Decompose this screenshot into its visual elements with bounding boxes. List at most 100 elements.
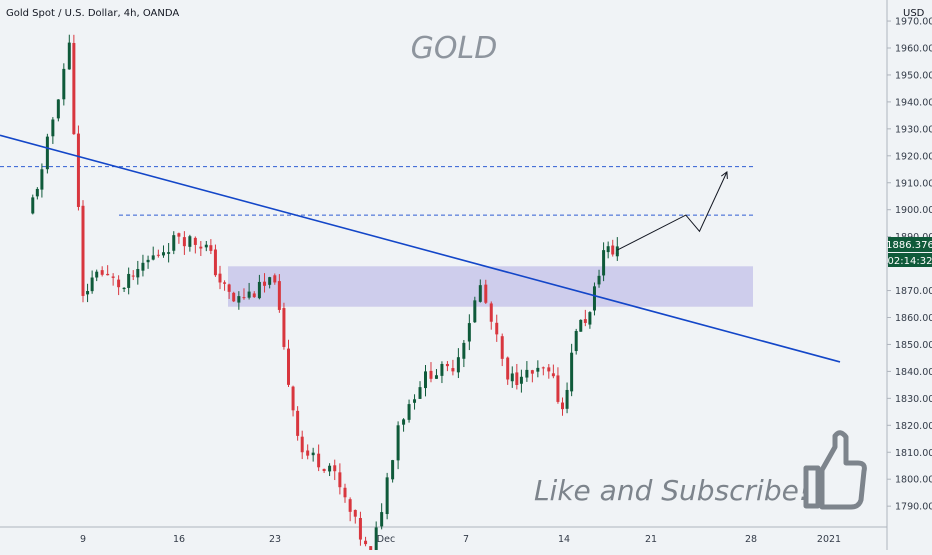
candle-body bbox=[570, 352, 574, 392]
y-tick-label: 1950.000 bbox=[895, 70, 932, 81]
candle-body bbox=[242, 297, 246, 299]
candle-body bbox=[72, 42, 76, 135]
candle-body bbox=[300, 436, 304, 453]
candle-body bbox=[263, 281, 267, 286]
candle-body bbox=[223, 282, 227, 284]
thumbs-up-icon bbox=[803, 430, 867, 510]
candle-body bbox=[597, 275, 601, 285]
candle-body bbox=[343, 487, 347, 498]
candle-body bbox=[364, 540, 368, 545]
candle-body bbox=[182, 237, 186, 247]
candle-body bbox=[348, 499, 352, 512]
y-tick-label: 1790.000 bbox=[895, 502, 932, 513]
candle-body bbox=[247, 291, 251, 298]
candle-body bbox=[338, 472, 342, 488]
candle-body bbox=[440, 363, 444, 376]
y-tick-label: 1850.000 bbox=[895, 340, 932, 351]
candle-body bbox=[291, 386, 295, 411]
candle-body bbox=[127, 273, 131, 288]
candle-body bbox=[374, 527, 378, 555]
y-tick-label: 1800.000 bbox=[895, 475, 932, 486]
y-tick-label: 1910.000 bbox=[895, 178, 932, 189]
candle-body bbox=[402, 419, 406, 425]
candle-body bbox=[161, 252, 165, 256]
candle-body bbox=[122, 287, 126, 290]
candle-body bbox=[579, 319, 583, 332]
candle-body bbox=[136, 268, 140, 278]
candle-body bbox=[257, 281, 261, 299]
candle-body bbox=[328, 465, 332, 472]
y-tick-label: 1810.000 bbox=[895, 448, 932, 459]
symbol-label: Gold Spot / U.S. Dollar, 4h, OANDA bbox=[6, 8, 179, 19]
candle-body bbox=[418, 387, 422, 399]
y-tick-label: 1960.000 bbox=[895, 44, 932, 55]
candle-body bbox=[515, 372, 519, 385]
candle-body bbox=[35, 188, 39, 197]
candle-body bbox=[252, 293, 256, 298]
candle-body bbox=[311, 452, 315, 456]
candle-body bbox=[273, 275, 277, 283]
candle-body bbox=[429, 370, 433, 379]
candle-body bbox=[506, 357, 510, 380]
candle-body bbox=[204, 244, 208, 248]
x-tick-label: 7 bbox=[463, 534, 469, 545]
candle-body bbox=[322, 468, 326, 472]
candle-body bbox=[277, 281, 281, 310]
y-tick-label: 1900.000 bbox=[895, 205, 932, 216]
candle-body bbox=[353, 509, 357, 517]
candle-body bbox=[536, 367, 540, 372]
x-tick-label: Dec bbox=[377, 534, 395, 545]
candle-body bbox=[424, 371, 427, 389]
candle-body bbox=[31, 197, 35, 214]
candle-body bbox=[592, 286, 596, 311]
candle-body bbox=[369, 546, 373, 555]
projection-arrowhead bbox=[720, 171, 728, 179]
candle-body bbox=[40, 169, 44, 190]
candle-body bbox=[117, 279, 121, 288]
y-tick-label: 1940.000 bbox=[895, 97, 932, 108]
x-tick-label: 2021 bbox=[817, 534, 841, 545]
projection-path bbox=[617, 171, 728, 251]
candle-body bbox=[151, 255, 155, 260]
y-tick-label: 1820.000 bbox=[895, 421, 932, 432]
candle-body bbox=[445, 363, 449, 367]
candle-body bbox=[227, 284, 231, 292]
candle-body bbox=[565, 389, 569, 409]
x-tick-label: 14 bbox=[558, 534, 570, 545]
gold-watermark: GOLD bbox=[411, 31, 498, 66]
candle-body bbox=[56, 99, 60, 119]
candle-body bbox=[525, 369, 529, 378]
candle-body bbox=[177, 233, 181, 237]
y-tick-label: 1830.000 bbox=[895, 394, 932, 405]
support-zone bbox=[228, 266, 753, 307]
candle-body bbox=[407, 404, 411, 420]
candle-body bbox=[90, 277, 94, 292]
candle-body bbox=[306, 450, 310, 456]
x-tick-label: 21 bbox=[645, 534, 657, 545]
candle-body bbox=[287, 348, 290, 385]
candle-body bbox=[583, 319, 587, 323]
candle-body bbox=[500, 336, 504, 359]
x-tick-label: 16 bbox=[173, 534, 185, 545]
candle-body bbox=[462, 342, 466, 359]
candle-body bbox=[282, 308, 286, 347]
y-tick-label: 1920.000 bbox=[895, 151, 932, 162]
candle-body bbox=[606, 246, 610, 253]
candle-body bbox=[467, 323, 471, 342]
candle-body bbox=[396, 425, 400, 461]
y-tick-label: 1930.000 bbox=[895, 124, 932, 135]
candle-body bbox=[193, 237, 197, 245]
candle-body bbox=[434, 375, 438, 379]
candle-body bbox=[358, 518, 362, 540]
candle-body bbox=[489, 303, 493, 322]
candle-body bbox=[86, 291, 90, 295]
candle-body bbox=[615, 252, 619, 257]
y-tick-label: 1970.000 bbox=[895, 17, 932, 28]
y-tick-label: 1870.000 bbox=[895, 286, 932, 297]
candle-body bbox=[611, 245, 615, 255]
candle-body bbox=[317, 453, 321, 468]
candle-body bbox=[391, 460, 395, 480]
candle-body bbox=[268, 277, 272, 285]
